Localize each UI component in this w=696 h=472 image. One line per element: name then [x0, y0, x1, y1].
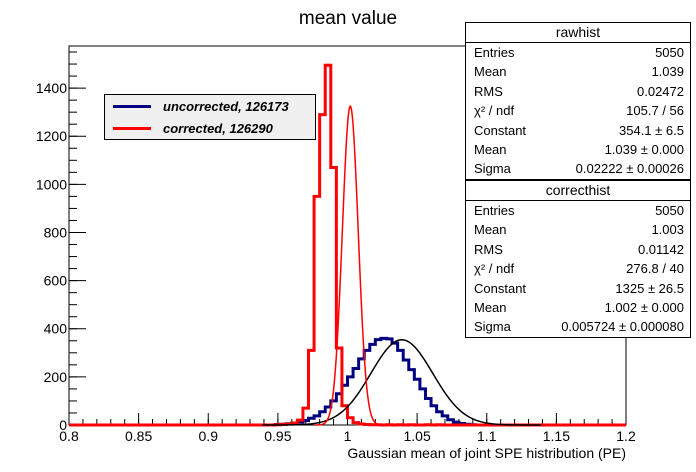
stats-value: 1.039 ± 0.000: [604, 141, 684, 157]
stats-key: Entries: [474, 203, 515, 218]
stats-key: RMS: [474, 241, 503, 257]
stats-key: χ² / ndf: [474, 103, 515, 119]
stats-row: Entries 5050: [466, 43, 690, 62]
stats-title: rawhist: [466, 23, 690, 43]
legend-label-uncorrected: uncorrected, 126173: [163, 99, 289, 114]
x-axis-label: Gaussian mean of joint SPE histribution …: [347, 445, 626, 461]
legend-item-uncorrected: uncorrected, 126173: [105, 96, 315, 117]
stats-value: 1325 ± 26.5: [615, 280, 684, 296]
fit-curve-correcthist: [314, 105, 387, 426]
stats-key: Mean: [474, 64, 507, 80]
stats-title: correcthist: [466, 181, 690, 201]
stats-row: χ² / ndf 276.8 / 40: [466, 259, 690, 278]
y-tick-label: 1000: [36, 176, 67, 192]
fit-curve-rawhist: [262, 339, 542, 426]
stats-value: 105.7 / 56: [626, 103, 684, 119]
y-axis: 0 200 400 600 800 1000 1200 1400: [36, 51, 86, 433]
series-group: [69, 63, 626, 427]
stats-key: Entries: [474, 45, 515, 60]
x-tick-label: 0.9: [199, 428, 219, 444]
stats-value: 0.005724 ± 0.000080: [561, 319, 684, 335]
stats-row: χ² / ndf 105.7 / 56: [466, 101, 690, 120]
chart-title: mean value: [299, 8, 397, 29]
legend-label-corrected: corrected, 126290: [163, 121, 273, 136]
stats-key: Constant: [474, 280, 527, 296]
legend-swatch-corrected: [113, 127, 151, 130]
stats-value: 1.003: [651, 222, 684, 238]
x-tick-label: 1.1: [477, 428, 497, 444]
stats-value: 276.8 / 40: [626, 261, 684, 277]
stats-row: Constant 1325 ± 26.5: [466, 279, 690, 298]
y-tick-label: 400: [44, 321, 68, 337]
stats-value: 354.1 ± 6.5: [619, 122, 684, 138]
stats-key: Sigma: [474, 161, 511, 177]
stats-row: Mean 1.002 ± 0.000: [466, 298, 690, 317]
stats-key: Mean: [474, 222, 507, 238]
histogram-corrected: [69, 63, 626, 427]
y-tick-label: 1400: [36, 80, 67, 96]
stats-row: Mean 1.039: [466, 62, 690, 81]
x-tick-label: 0.8: [59, 428, 79, 444]
y-tick-label: 1200: [36, 128, 67, 144]
stats-box-rawhist: rawhist Entries 5050 Mean 1.039 RMS 0.02472 χ²…: [465, 22, 691, 180]
stats-value: 1.039: [651, 64, 684, 80]
y-tick-label: 600: [44, 273, 68, 289]
stats-value: 5050: [655, 45, 684, 60]
x-axis: 0.8 0.85 0.9 0.95 1 1.05 1.1 1.15 1.2: [59, 413, 636, 444]
stats-row: RMS 0.02472: [466, 82, 690, 101]
legend-item-corrected: corrected, 126290: [105, 118, 315, 139]
stats-key: χ² / ndf: [474, 261, 515, 277]
stats-box-correcthist: correcthist Entries 5050 Mean 1.003 RMS 0.011…: [465, 180, 691, 338]
stats-value: 1.002 ± 0.000: [604, 299, 684, 315]
stats-value: 5050: [655, 203, 684, 218]
stats-key: Mean: [474, 299, 507, 315]
fit-curves: [262, 105, 542, 426]
x-tick-label: 1: [344, 428, 352, 444]
stats-row: Sigma 0.02222 ± 0.00026: [466, 159, 690, 178]
stats-value: 0.02472: [637, 83, 684, 99]
legend-swatch-uncorrected: [113, 105, 151, 108]
legend: uncorrected, 126173 corrected, 126290: [104, 94, 316, 140]
y-tick-label: 200: [44, 369, 68, 385]
stats-key: Sigma: [474, 319, 511, 335]
histogram-uncorrected: [69, 336, 626, 427]
stats-key: Mean: [474, 141, 507, 157]
y-tick-label: 800: [44, 224, 68, 240]
stats-row: Sigma 0.005724 ± 0.000080: [466, 317, 690, 336]
stats-row: Mean 1.039 ± 0.000: [466, 140, 690, 159]
stats-key: RMS: [474, 83, 503, 99]
y-tick-label: 0: [59, 417, 67, 433]
stats-key: Constant: [474, 122, 527, 138]
x-tick-label: 0.95: [264, 428, 291, 444]
stats-row: Constant 354.1 ± 6.5: [466, 121, 690, 140]
stats-row: Mean 1.003: [466, 220, 690, 239]
stats-row: RMS 0.01142: [466, 240, 690, 259]
x-tick-label: 1.05: [404, 428, 431, 444]
stats-row: Entries 5050: [466, 201, 690, 220]
x-tick-label: 0.85: [125, 428, 152, 444]
x-tick-label: 1.15: [543, 428, 570, 444]
stats-value: 0.01142: [637, 241, 684, 257]
stats-value: 0.02222 ± 0.00026: [575, 161, 684, 177]
x-tick-label: 1.2: [616, 428, 636, 444]
